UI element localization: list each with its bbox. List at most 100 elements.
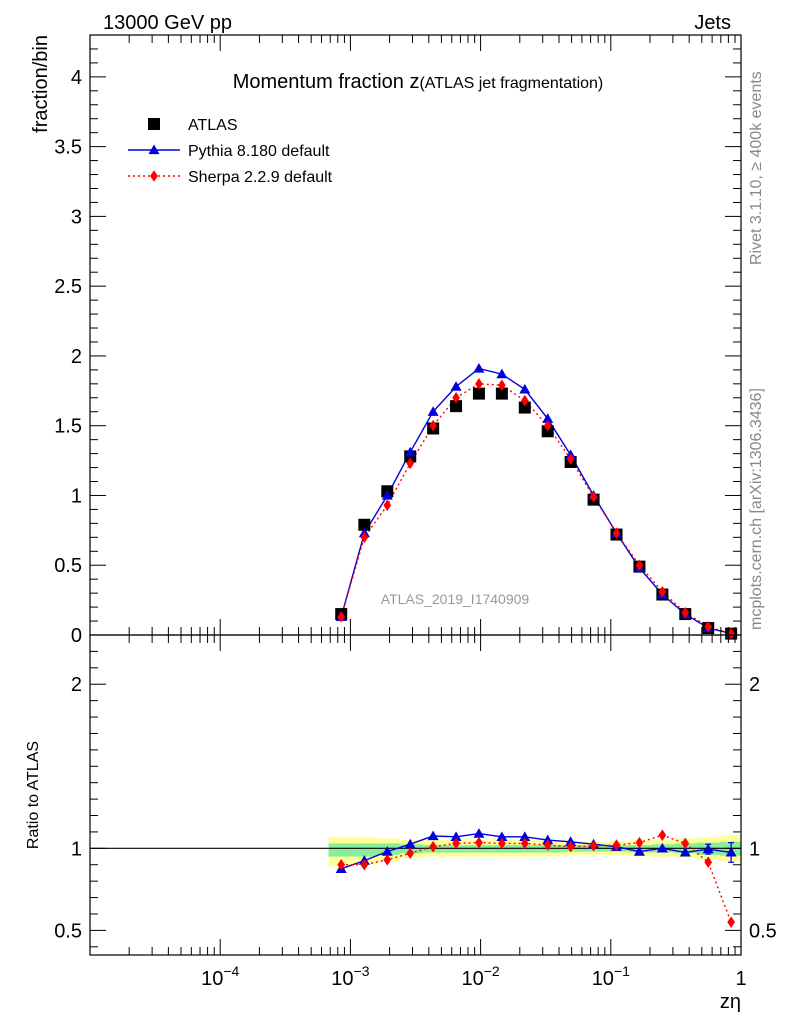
point-square-7 [495, 387, 508, 400]
ratio-point-diamond-6 [475, 836, 483, 849]
chart-title-main: Momentum fraction z [233, 71, 420, 93]
point-diamond-13 [635, 559, 644, 572]
point-triangle-7 [496, 368, 508, 379]
x-tick-labels: 10−4 10−3 10−2 10−1 1 [201, 963, 746, 990]
legend-label: Pythia 8.180 default [188, 143, 330, 160]
legend-marker-diamond [150, 170, 158, 182]
main-ytick-label: 3.5 [54, 137, 82, 159]
chart-title: Momentum fraction z(ATLAS jet fragmentat… [233, 71, 604, 93]
point-square-8 [518, 401, 531, 414]
point-diamond-14 [658, 585, 667, 598]
analysis-watermark: ATLAS_2019_I1740909 [381, 591, 530, 607]
main-ytick-label: 1.5 [54, 416, 82, 438]
point-diamond-7 [498, 379, 506, 392]
ratio-point-diamond-2 [383, 854, 392, 866]
point-diamond-0 [337, 611, 346, 623]
main-ylabel: fraction/bin [30, 35, 52, 133]
ratio-point-diamond-17 [727, 916, 735, 928]
ratio-point-triangle-3 [404, 838, 416, 849]
ratio-ytick-label: 1 [71, 838, 82, 860]
main-ytick-label: 3 [71, 206, 82, 228]
point-triangle-2 [381, 489, 393, 500]
x-tick-label: 10−4 [201, 963, 239, 990]
point-triangle-5 [450, 381, 462, 391]
ratio-point-diamond-7 [498, 837, 506, 850]
ratio-point-triangle-7 [496, 831, 508, 841]
x-tick-base: 10 [331, 968, 353, 990]
ratio-point-triangle-2 [381, 846, 393, 856]
main-ytick-label: 1 [71, 485, 82, 507]
ratio-point-triangle-5 [450, 831, 462, 841]
ratio-band-inner [328, 843, 354, 857]
x-tick-label: 10−2 [461, 963, 499, 990]
ratio-ylabel: Ratio to ATLAS [25, 741, 42, 849]
point-diamond-12 [612, 527, 621, 539]
legend-marker-triangle [148, 144, 160, 155]
legend-marker-square [148, 118, 160, 130]
x-tick-label: 10−3 [331, 963, 369, 990]
legend-label: ATLAS [188, 117, 238, 134]
point-diamond-10 [566, 453, 575, 465]
x-tick-exponent: −1 [614, 963, 630, 979]
point-triangle-6 [473, 362, 485, 373]
x-tick-label: 10−1 [592, 963, 630, 990]
mcplots-label: mcplots.cern.ch [arXiv:1306.3436] [748, 388, 765, 630]
point-diamond-4 [429, 419, 437, 432]
x-axis-label: zη [720, 991, 741, 1013]
x-tick-exponent: −2 [484, 963, 500, 979]
ratio-point-diamond-15 [681, 837, 690, 850]
ratio-point-diamond-8 [520, 837, 529, 850]
chart-title-sub: (ATLAS jet fragmentation) [419, 75, 603, 92]
main-ytick-label: 0.5 [54, 555, 82, 577]
ratio-point-triangle-15 [679, 846, 691, 857]
rivet-label: Rivet 3.1.10, ≥ 400k events [748, 71, 765, 265]
point-diamond-9 [543, 419, 552, 432]
x-tick-exponent: −3 [354, 963, 370, 979]
point-diamond-6 [475, 378, 483, 390]
point-diamond-15 [681, 606, 690, 619]
ratio-point-triangle-13 [633, 846, 645, 856]
point-square-5 [450, 400, 463, 413]
ratio-axis-ticks: 0.5 0.5 1 1 2 2 [54, 635, 777, 955]
point-diamond-1 [360, 531, 369, 544]
ratio-point-triangle-6 [473, 828, 485, 838]
header-left: 13000 GeV pp [103, 12, 232, 34]
ratio-ytick-label-right: 0.5 [749, 920, 777, 942]
main-axis-ticks: 0 0.5 1 1.5 2 2.5 3 3.5 4 [54, 35, 742, 647]
x-tick-exponent: −4 [223, 963, 239, 979]
x-tick-base: 1 [735, 968, 746, 990]
ratio-point-diamond-3 [406, 847, 415, 860]
main-ytick-label: 2.5 [54, 276, 82, 298]
point-square-6 [472, 387, 485, 400]
x-tick-base: 10 [461, 968, 483, 990]
x-tick-label: 1 [735, 968, 746, 990]
ratio-point-triangle-14 [656, 842, 668, 853]
ratio-point-diamond-0 [337, 858, 346, 871]
x-tick-base: 10 [592, 968, 614, 990]
ratio-frame [89, 634, 742, 956]
point-diamond-5 [452, 392, 460, 404]
point-triangle-9 [542, 413, 554, 423]
point-triangle-8 [519, 383, 531, 394]
point-triangle-3 [404, 446, 416, 457]
point-diamond-11 [589, 491, 598, 503]
ratio-point-triangle-8 [519, 831, 531, 841]
ratio-ytick-label-right: 2 [749, 674, 760, 696]
ratio-point-diamond-1 [360, 858, 369, 871]
ratio-point-diamond-5 [452, 837, 460, 850]
ratio-point-diamond-4 [429, 840, 437, 853]
ratio-series-layer [335, 828, 737, 928]
ratio-band-inner [353, 843, 377, 857]
legend: ATLAS Pythia 8.180 default Sherpa 2.2.9 de… [128, 117, 333, 186]
ratio-point-diamond-9 [543, 839, 552, 851]
ratio-point-diamond-10 [566, 840, 575, 853]
point-diamond-16 [704, 620, 713, 633]
main-ytick-label: 4 [71, 67, 82, 89]
ratio-ytick-label: 0.5 [54, 920, 82, 942]
ratio-point-diamond-13 [635, 836, 644, 849]
ratio-point-diamond-14 [658, 829, 667, 841]
ratio-line-2 [341, 834, 732, 923]
point-diamond-3 [406, 457, 415, 470]
point-diamond-17 [727, 627, 735, 640]
